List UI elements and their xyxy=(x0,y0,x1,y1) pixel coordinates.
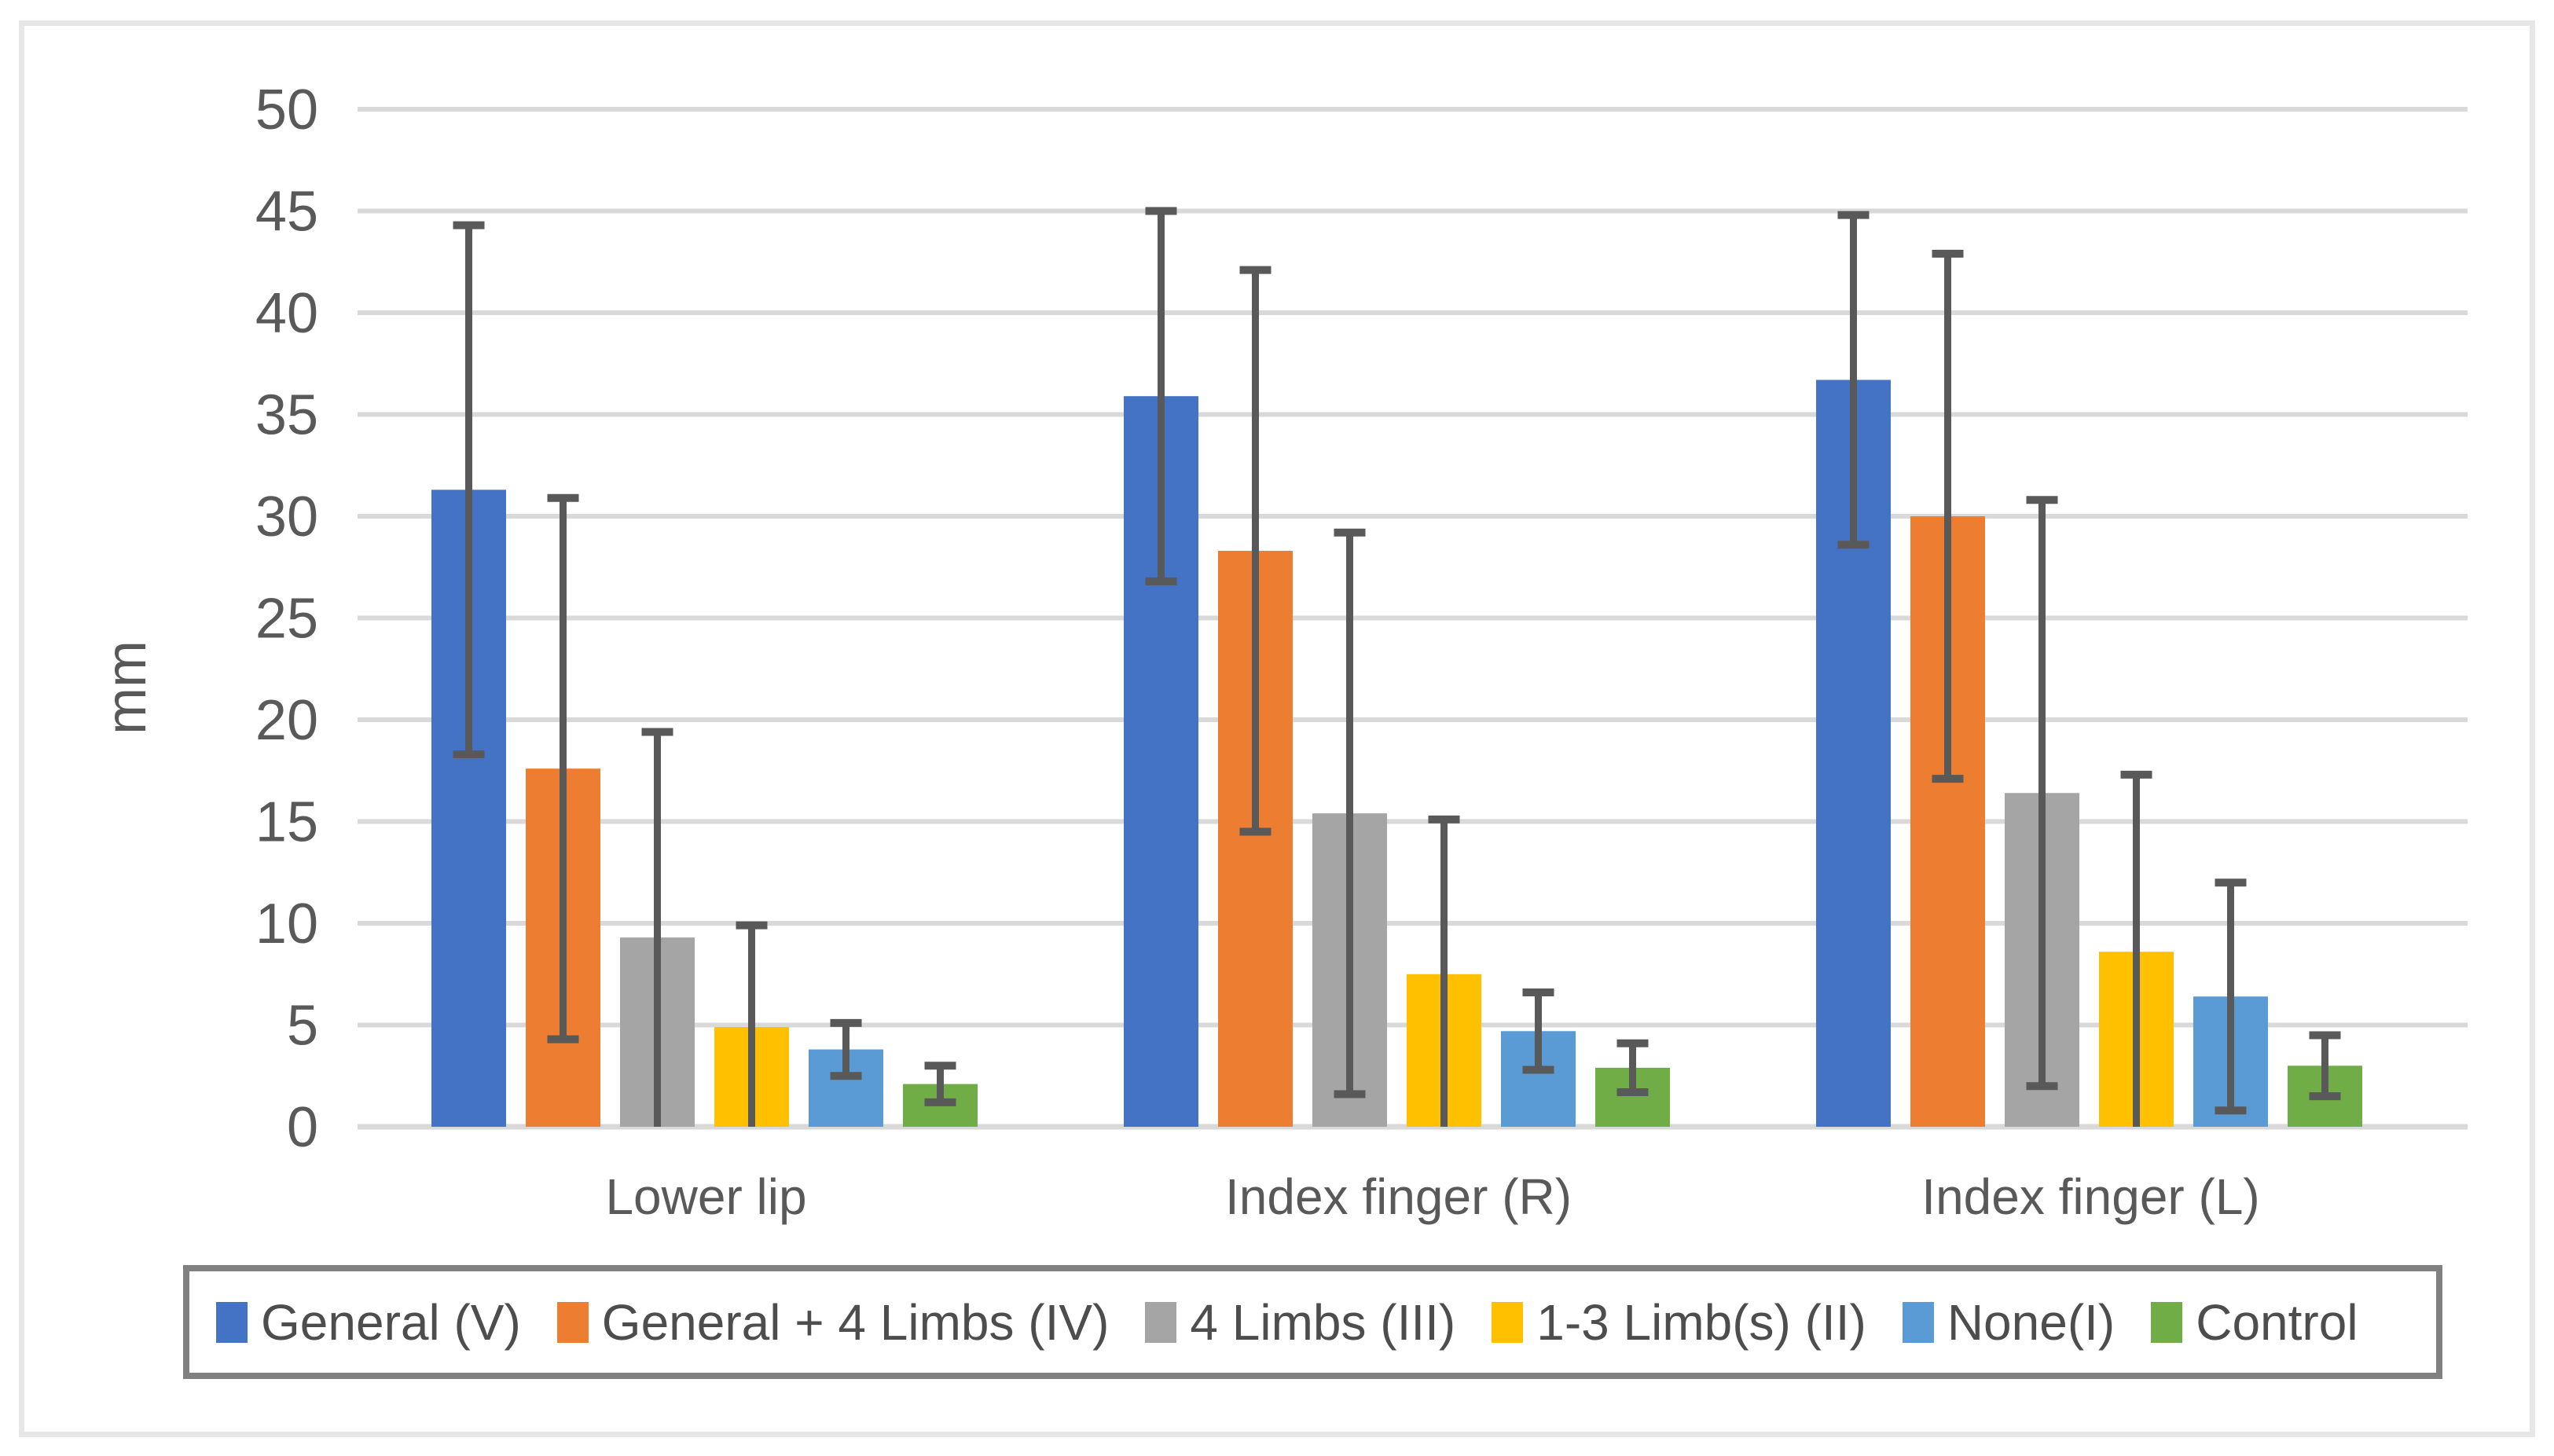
y-tick-label: 50 xyxy=(255,79,318,141)
y-tick-label: 40 xyxy=(255,282,318,345)
y-tick-label: 45 xyxy=(255,181,318,244)
y-tick-label: 25 xyxy=(255,588,318,651)
y-axis-title: mm xyxy=(95,640,158,735)
legend-item: General (V) xyxy=(216,1297,521,1348)
legend-item-label: None(I) xyxy=(1947,1293,2115,1351)
legend-swatch-icon xyxy=(216,1301,248,1343)
category-label: Index finger (L) xyxy=(1921,1168,2259,1225)
legend-item-label: Control xyxy=(2196,1293,2358,1351)
legend-item-label: General + 4 Limbs (IV) xyxy=(601,1293,1110,1351)
y-tick-label: 30 xyxy=(255,486,318,548)
legend-item-label: 1-3 Limb(s) (II) xyxy=(1536,1293,1866,1351)
legend-swatch-icon xyxy=(1492,1301,1524,1343)
y-tick-label: 0 xyxy=(287,1096,318,1159)
legend-item: 4 Limbs (III) xyxy=(1145,1297,1455,1348)
legend-item-label: General (V) xyxy=(261,1293,521,1351)
category-label: Index finger (R) xyxy=(1225,1168,1572,1225)
legend-item: None(I) xyxy=(1902,1293,2115,1351)
legend-item: Control xyxy=(2151,1297,2358,1348)
chart-legend: General (V) General + 4 Limbs (IV) 4 Limbs… xyxy=(183,1265,2442,1379)
legend-swatch-icon xyxy=(556,1301,589,1343)
y-tick-label: 10 xyxy=(255,893,318,955)
category-label: Lower lip xyxy=(605,1168,806,1225)
legend-item: 1-3 Limb(s) (II) xyxy=(1492,1297,1866,1348)
y-tick-label: 35 xyxy=(255,384,318,447)
legend-swatch-icon xyxy=(2151,1301,2183,1343)
legend-item: General + 4 Limbs (IV) xyxy=(556,1293,1110,1351)
legend-swatch-icon xyxy=(1145,1301,1177,1343)
legend-item-label: 4 Limbs (III) xyxy=(1190,1293,1456,1351)
y-tick-label: 20 xyxy=(255,689,318,752)
y-tick-label: 15 xyxy=(255,791,318,854)
legend-swatch-icon xyxy=(1902,1301,1934,1343)
y-tick-label: 5 xyxy=(287,995,318,1058)
